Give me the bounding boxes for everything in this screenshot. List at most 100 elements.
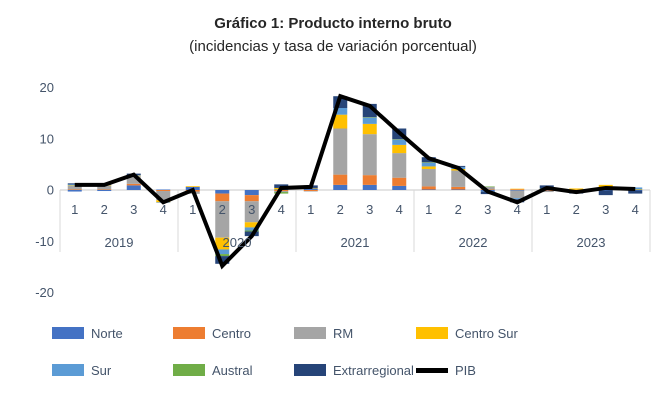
bar-segment-norte [244, 190, 259, 196]
bar-segment-centro [303, 190, 318, 192]
x-tick-label-quarter: 3 [248, 202, 255, 217]
bar-segment-sur [215, 249, 230, 255]
bar-segment-norte [451, 189, 466, 190]
bar-segment-norte [539, 190, 554, 191]
bar-segment-rm [126, 176, 141, 184]
bar-segment-rm [451, 170, 466, 187]
x-tick-label-quarter: 1 [307, 202, 314, 217]
bar-segment-sur [244, 227, 259, 231]
x-tick-label-quarter: 4 [160, 202, 167, 217]
bar-segment-norte [421, 189, 436, 190]
bar-segment-norte [215, 190, 230, 194]
x-tick-label-quarter: 1 [71, 202, 78, 217]
bar-segment-centro [362, 175, 377, 185]
x-tick-label-quarter: 2 [573, 202, 580, 217]
bar-segment-centro-sur [392, 144, 407, 154]
bar-segment-austral [215, 254, 230, 257]
x-tick-label-quarter: 3 [602, 202, 609, 217]
bar-segment-norte [598, 190, 613, 191]
bar-segment-rm [67, 185, 82, 190]
bar-segment-centro-sur [569, 188, 584, 190]
bar-segment-centro-sur [333, 114, 348, 129]
bar-segment-rm [244, 201, 259, 223]
bar-segment-norte [333, 184, 348, 190]
bar-segment-centro [451, 186, 466, 190]
bar-segment-centro [421, 186, 436, 190]
x-tick-label-quarter: 3 [130, 202, 137, 217]
x-tick-label-quarter: 2 [455, 202, 462, 217]
bar-segment-austral [421, 162, 436, 163]
bar-segment-centro-sur [628, 189, 643, 190]
bar-segment-sur [421, 162, 436, 167]
bar-segment-centro [97, 189, 112, 190]
y-tick-label: 20 [40, 80, 54, 95]
x-tick-label-quarter: 3 [366, 202, 373, 217]
bar-segment-centro-sur [421, 166, 436, 169]
bar-segment-norte [126, 185, 141, 190]
y-tick-label: 10 [40, 131, 54, 146]
bar-segment-centro-sur [244, 222, 259, 228]
y-tick-label: 0 [47, 183, 54, 198]
bar-segment-rm [333, 128, 348, 175]
x-tick-label-quarter: 2 [219, 202, 226, 217]
bar-segment-austral [274, 192, 289, 194]
chart-subtitle: (incidencias y tasa de variación porcent… [189, 38, 477, 55]
x-tick-label-year: 2021 [341, 235, 370, 250]
bar-segment-rm [215, 201, 230, 238]
bar-segment-centro [67, 189, 82, 190]
bar-segment-extrarregional [598, 190, 613, 196]
x-tick-label-year: 2019 [105, 235, 134, 250]
bar-segment-rm [156, 191, 171, 201]
x-tick-label-quarter: 1 [189, 202, 196, 217]
x-tick-label-quarter: 2 [337, 202, 344, 217]
bar-segment-sur [392, 139, 407, 145]
x-tick-label-quarter: 4 [396, 202, 403, 217]
bar-segment-centro-sur [215, 237, 230, 250]
bar-segment-rm [303, 191, 318, 192]
bar-segment-centro [215, 193, 230, 202]
bar-segment-centro [333, 174, 348, 185]
bar-segment-sur [362, 117, 377, 124]
bar-segment-sur [333, 108, 348, 115]
bar-segment-extrarregional [215, 256, 230, 264]
bar-segment-centro-sur [510, 188, 525, 190]
bar-segment-norte [156, 189, 171, 190]
bar-segment-rm [97, 185, 112, 190]
bar-segment-centro-sur [185, 186, 200, 187]
bar-segment-rm [362, 134, 377, 176]
chart-title: Gráfico 1: Producto interno bruto [214, 15, 452, 32]
bar-segment-centro [244, 195, 259, 202]
pib-line [74, 93, 636, 270]
bar-segment-norte [510, 190, 525, 191]
bar-segment-rm [510, 190, 525, 199]
bar-segment-extrarregional [628, 190, 643, 194]
bar-segment-centro [156, 190, 171, 192]
bar-segment-norte [97, 190, 112, 192]
bar-segment-norte [67, 190, 82, 192]
bar-segment-rm [392, 153, 407, 178]
bar-segment-rm [421, 168, 436, 187]
x-tick-label-quarter: 4 [278, 202, 285, 217]
x-tick-label-year: 2022 [459, 235, 488, 250]
x-tick-label-quarter: 1 [425, 202, 432, 217]
bar-segment-centro [510, 189, 525, 190]
x-tick-label-quarter: 3 [484, 202, 491, 217]
bar-segment-austral [244, 230, 259, 232]
y-tick-label: -20 [35, 285, 54, 300]
bar-segment-centro [126, 183, 141, 186]
bar-segment-austral [392, 139, 407, 140]
x-tick-label-year: 2023 [577, 235, 606, 250]
x-tick-label-quarter: 2 [101, 202, 108, 217]
bar-segment-sur [510, 198, 525, 200]
x-tick-label-quarter: 4 [632, 202, 639, 217]
bar-segment-norte [362, 184, 377, 190]
bar-segment-centro-sur [362, 123, 377, 135]
bar-segment-norte [303, 188, 318, 190]
x-tick-label-year: 2020 [223, 235, 252, 250]
bar-segment-norte [392, 185, 407, 190]
bar-segment-centro [539, 190, 554, 192]
x-tick-label-quarter: 4 [514, 202, 521, 217]
bar-segment-austral [362, 117, 377, 118]
bar-segment-rm [539, 191, 554, 193]
